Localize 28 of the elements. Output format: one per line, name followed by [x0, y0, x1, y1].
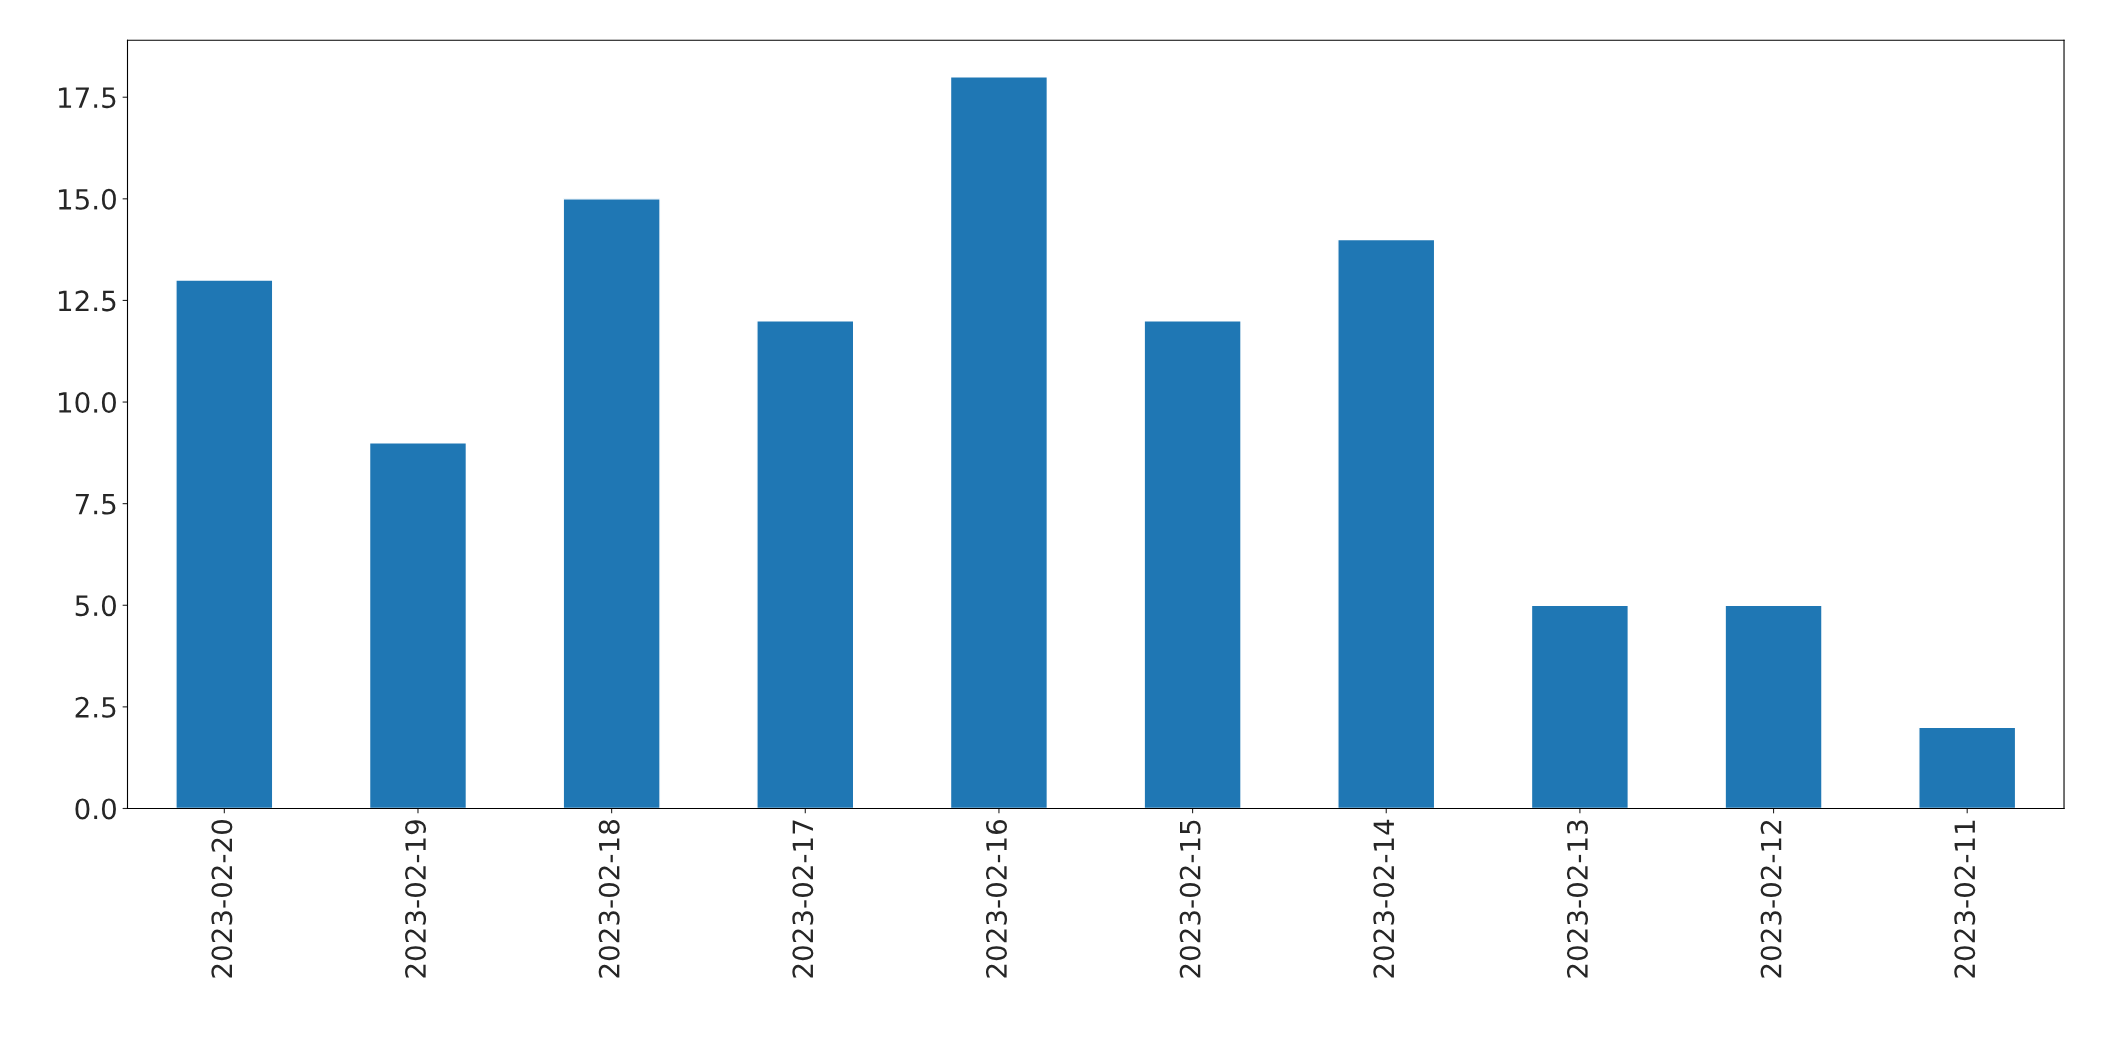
- bar: [1337, 238, 1436, 809]
- bar: [756, 320, 855, 809]
- x-tick-label: 2023-02-13: [1566, 820, 1588, 978]
- bar: [1724, 604, 1823, 809]
- x-tick-label: 2023-02-17: [792, 820, 814, 978]
- x-tick-label: 2023-02-14: [1373, 819, 1395, 978]
- bar: [368, 441, 468, 809]
- bar: [175, 279, 274, 809]
- x-tick-label: 2023-02-16: [985, 819, 1007, 978]
- y-tick-label: 17.5: [58, 87, 116, 109]
- y-tick-label: 12.5: [58, 290, 116, 312]
- y-tick-label: 10.0: [58, 391, 116, 413]
- bar: [562, 198, 661, 809]
- bar: [1143, 320, 1242, 809]
- y-tick-label: 7.5: [75, 493, 116, 515]
- y-tick-label: 15.0: [58, 188, 116, 210]
- bar: [1918, 726, 2017, 809]
- y-tick-label: 5.0: [75, 595, 116, 617]
- x-tick-label: 2023-02-19: [405, 820, 427, 978]
- x-tick-label: 2023-02-20: [211, 820, 233, 978]
- x-tick-label: 2023-02-18: [598, 820, 620, 978]
- x-tick-label: 2023-02-12: [1760, 820, 1782, 978]
- y-tick-label: 2.5: [75, 696, 116, 718]
- y-tick-label: 0.0: [75, 798, 116, 820]
- x-tick-label: 2023-02-15: [1179, 820, 1201, 978]
- x-tick-label: 2023-02-11: [1954, 820, 1976, 978]
- bar: [949, 76, 1049, 809]
- bar: [1530, 604, 1630, 809]
